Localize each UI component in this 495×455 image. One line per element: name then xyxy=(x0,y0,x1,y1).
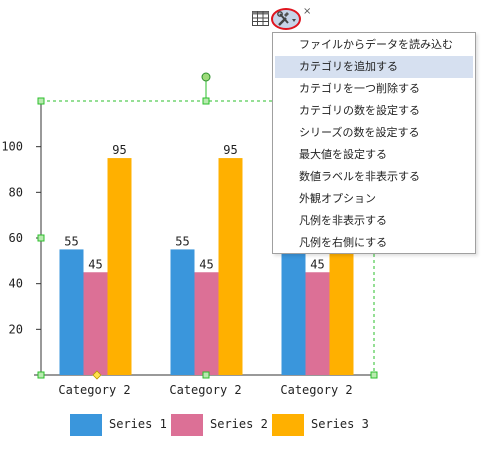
menu-item-load-from-file[interactable]: ファイルからデータを読み込む xyxy=(299,38,453,51)
chart-mini-toolbar: × xyxy=(250,7,312,31)
y-tick-label: 100 xyxy=(1,140,23,154)
resize-handle xyxy=(202,97,210,105)
bar xyxy=(218,158,243,375)
menu-item-set-category-count[interactable]: カテゴリの数を設定する xyxy=(299,104,420,117)
legend-label-series-1: Series 1 xyxy=(109,417,167,431)
close-icon[interactable]: × xyxy=(303,6,312,17)
bar-value-label: 45 xyxy=(310,257,324,271)
menu-item-add-category[interactable]: カテゴリを追加する xyxy=(275,56,473,78)
y-tick-label: 80 xyxy=(9,185,23,199)
bar-value-label: 45 xyxy=(199,257,213,271)
bar-value-label: 55 xyxy=(64,234,78,248)
bar xyxy=(194,272,219,375)
menu-item-hide-legend[interactable]: 凡例を非表示する xyxy=(299,214,387,227)
bar xyxy=(83,272,108,375)
y-tick-label: 60 xyxy=(9,231,23,245)
bar xyxy=(107,158,132,375)
bar xyxy=(305,272,330,375)
y-tick-label: 40 xyxy=(9,277,23,291)
menu-item-remove-category[interactable]: カテゴリを一つ削除する xyxy=(299,82,420,95)
x-tick-label: Category 2 xyxy=(169,383,241,397)
x-tick-label: Category 2 xyxy=(58,383,130,397)
menu-item-appearance-options[interactable]: 外観オプション xyxy=(299,192,376,205)
resize-handle xyxy=(370,371,378,379)
resize-handle xyxy=(202,371,210,379)
bar-value-label: 95 xyxy=(223,143,237,157)
legend-swatch-series-3 xyxy=(272,414,304,436)
bar-value-label: 95 xyxy=(112,143,126,157)
bar xyxy=(170,249,195,375)
menu-item-legend-right[interactable]: 凡例を右側にする xyxy=(299,236,388,249)
tools-dropdown-button[interactable] xyxy=(271,8,301,30)
legend-swatch-series-1 xyxy=(70,414,102,436)
bar xyxy=(59,249,84,375)
bar-value-label: 55 xyxy=(175,234,189,248)
chevron-down-icon xyxy=(292,19,296,22)
x-tick-label: Category 2 xyxy=(280,383,352,397)
chart-context-menu: ファイルからデータを読み込む カテゴリを追加する カテゴリを一つ削除する カテゴ… xyxy=(272,32,476,254)
resize-handle xyxy=(37,371,45,379)
menu-item-set-series-count[interactable]: シリーズの数を設定する xyxy=(299,126,420,139)
adjust-handle xyxy=(92,370,102,380)
legend-label-series-3: Series 3 xyxy=(311,417,369,431)
legend-swatch-series-2 xyxy=(171,414,203,436)
y-tick-label: 20 xyxy=(9,322,23,336)
legend-label-series-2: Series 2 xyxy=(210,417,268,431)
bar xyxy=(281,249,306,375)
resize-handle xyxy=(37,234,45,242)
resize-handle xyxy=(37,97,45,105)
table-icon[interactable] xyxy=(252,11,269,26)
bar-value-label: 45 xyxy=(88,257,102,271)
menu-item-set-max-value[interactable]: 最大値を設定する xyxy=(299,148,387,161)
tools-icon xyxy=(277,11,296,26)
menu-item-hide-value-labels[interactable]: 数値ラベルを非表示する xyxy=(299,170,420,183)
rotate-handle[interactable] xyxy=(201,72,211,82)
